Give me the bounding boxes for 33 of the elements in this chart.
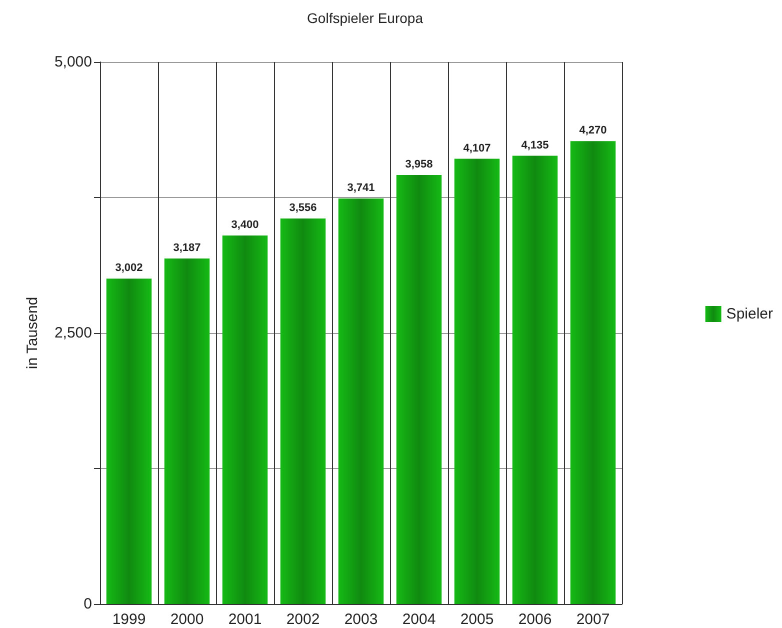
data-label: 3,556 [289, 202, 317, 214]
bar [570, 141, 616, 604]
chart-title: Golfspieler Europa [307, 10, 424, 26]
bar [396, 174, 442, 604]
data-label: 4,107 [463, 142, 491, 154]
x-tick-label: 2003 [344, 611, 378, 628]
data-label: 3,741 [347, 182, 375, 194]
y-tick-label: 5,000 [54, 54, 92, 70]
legend-label: Spieler [726, 306, 774, 322]
bar [106, 278, 152, 604]
bar [512, 156, 558, 604]
x-tick-label: 2004 [402, 611, 436, 628]
bar [280, 218, 326, 604]
x-tick-label: 2002 [286, 611, 320, 628]
x-tick-label: 2007 [576, 611, 610, 628]
bar [222, 235, 268, 604]
data-label: 3,002 [115, 262, 143, 274]
x-tick-label: 1999 [112, 611, 146, 628]
y-axis-title: in Tausend [24, 296, 41, 370]
data-label: 3,187 [173, 242, 201, 254]
bar [454, 158, 500, 604]
bar [164, 258, 210, 604]
data-label: 3,958 [405, 158, 433, 170]
y-tick-label: 2,500 [54, 324, 92, 342]
x-tick-label: 2000 [170, 611, 204, 628]
data-label: 4,270 [579, 124, 607, 137]
x-tick-label: 2005 [460, 611, 494, 628]
data-label: 3,400 [231, 218, 259, 231]
data-label: 4,135 [521, 139, 549, 152]
x-tick-label: 2006 [518, 611, 552, 628]
bar [338, 198, 384, 604]
x-tick-label: 2001 [228, 611, 262, 628]
y-tick-label: 0 [84, 596, 92, 612]
